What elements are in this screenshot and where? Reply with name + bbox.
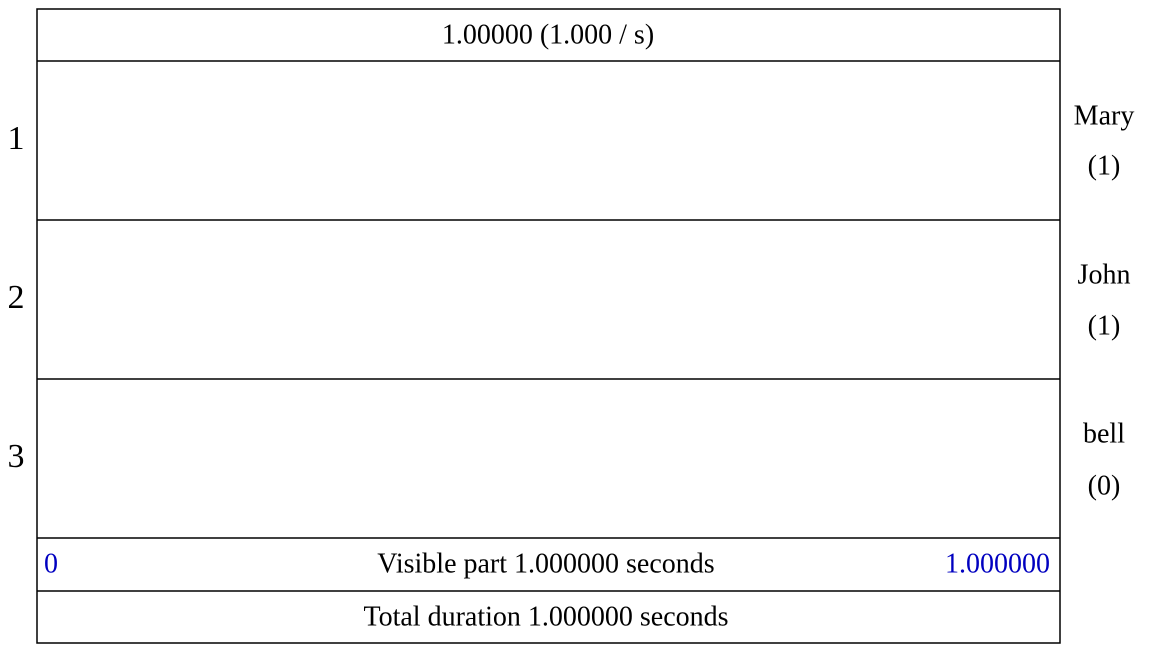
tier-name[interactable]: Mary (1074, 100, 1135, 131)
tier-number: 2 (8, 279, 25, 316)
visible-part[interactable]: Visible part 1.000000 seconds (377, 548, 714, 579)
cursor-time: 1.00000 (1.000 / s) (442, 19, 654, 50)
tier-name[interactable]: John (1078, 259, 1131, 290)
tier-number: 3 (8, 438, 25, 475)
visible-end: 1.000000 (945, 548, 1050, 579)
visible-start: 0 (44, 548, 58, 579)
tier-number: 1 (8, 120, 25, 157)
tier-count: (1) (1088, 150, 1121, 181)
tier-count: (0) (1088, 470, 1121, 501)
tier-name[interactable]: bell (1083, 418, 1125, 449)
frame (36, 8, 1061, 644)
tier-count: (1) (1088, 310, 1121, 341)
total-duration[interactable]: Total duration 1.000000 seconds (363, 601, 728, 632)
